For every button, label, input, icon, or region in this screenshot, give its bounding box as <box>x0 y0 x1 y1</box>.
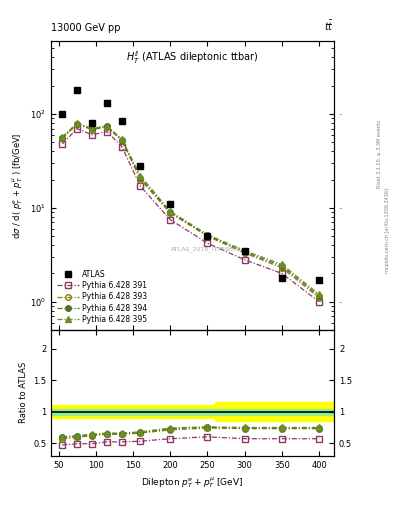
ATLAS <box>138 163 143 169</box>
Pythia 6.428 394 <box>138 175 143 181</box>
Pythia 6.428 391 <box>168 217 173 223</box>
Pythia 6.428 393 <box>168 210 173 216</box>
Pythia 6.428 391 <box>138 183 143 189</box>
Legend: ATLAS, Pythia 6.428 391, Pythia 6.428 393, Pythia 6.428 394, Pythia 6.428 395: ATLAS, Pythia 6.428 391, Pythia 6.428 39… <box>55 267 150 326</box>
Pythia 6.428 391 <box>105 129 109 135</box>
X-axis label: Dilepton $p_T^e + p_T^{\mu}$ [GeV]: Dilepton $p_T^e + p_T^{\mu}$ [GeV] <box>141 475 244 490</box>
Line: Pythia 6.428 394: Pythia 6.428 394 <box>59 121 322 299</box>
Y-axis label: d$\sigma$ / d( $p_T^{e}$ + $p_T^{\mu}$ ) [fb/GeV]: d$\sigma$ / d( $p_T^{e}$ + $p_T^{\mu}$ )… <box>10 132 25 239</box>
Pythia 6.428 394 <box>205 232 210 239</box>
Pythia 6.428 395 <box>168 208 173 215</box>
Pythia 6.428 395 <box>205 231 210 238</box>
Pythia 6.428 395 <box>105 123 109 129</box>
Pythia 6.428 395 <box>119 136 124 142</box>
Pythia 6.428 391 <box>279 270 284 276</box>
Pythia 6.428 395 <box>242 248 247 254</box>
Pythia 6.428 393 <box>242 250 247 256</box>
Text: 13000 GeV pp: 13000 GeV pp <box>51 23 121 33</box>
ATLAS <box>60 111 64 117</box>
Pythia 6.428 394 <box>317 293 321 299</box>
ATLAS <box>205 233 210 239</box>
Pythia 6.428 391 <box>90 132 94 138</box>
Text: $t\bar{t}$: $t\bar{t}$ <box>324 19 334 33</box>
Pythia 6.428 394 <box>168 209 173 215</box>
Pythia 6.428 394 <box>242 249 247 255</box>
Line: Pythia 6.428 391: Pythia 6.428 391 <box>59 126 322 305</box>
Pythia 6.428 395 <box>60 134 64 140</box>
ATLAS <box>90 120 94 126</box>
Pythia 6.428 393 <box>279 265 284 271</box>
Line: ATLAS: ATLAS <box>59 87 323 284</box>
Pythia 6.428 393 <box>119 138 124 144</box>
Pythia 6.428 393 <box>105 124 109 130</box>
Pythia 6.428 393 <box>60 135 64 141</box>
Line: Pythia 6.428 395: Pythia 6.428 395 <box>59 120 322 297</box>
Pythia 6.428 393 <box>138 177 143 183</box>
Pythia 6.428 394 <box>90 126 94 132</box>
Text: mcplots.cern.ch [arXiv:1306.3436]: mcplots.cern.ch [arXiv:1306.3436] <box>385 188 389 273</box>
Pythia 6.428 395 <box>279 261 284 267</box>
Pythia 6.428 395 <box>317 291 321 297</box>
ATLAS <box>75 87 79 93</box>
Pythia 6.428 395 <box>90 125 94 132</box>
ATLAS <box>119 118 124 124</box>
Pythia 6.428 393 <box>317 295 321 301</box>
Pythia 6.428 391 <box>119 143 124 150</box>
Pythia 6.428 394 <box>60 135 64 141</box>
Pythia 6.428 391 <box>75 125 79 132</box>
Pythia 6.428 394 <box>75 120 79 126</box>
Pythia 6.428 391 <box>205 240 210 246</box>
Line: Pythia 6.428 393: Pythia 6.428 393 <box>59 121 322 301</box>
Pythia 6.428 391 <box>60 141 64 147</box>
Pythia 6.428 394 <box>119 137 124 143</box>
ATLAS <box>105 100 109 106</box>
Pythia 6.428 393 <box>205 233 210 239</box>
Pythia 6.428 395 <box>75 120 79 126</box>
Pythia 6.428 394 <box>105 123 109 130</box>
Text: Rivet 3.1.10, ≥ 3.3M events: Rivet 3.1.10, ≥ 3.3M events <box>377 119 382 188</box>
Pythia 6.428 391 <box>242 257 247 263</box>
Pythia 6.428 395 <box>138 173 143 179</box>
ATLAS <box>168 201 173 207</box>
Y-axis label: Ratio to ATLAS: Ratio to ATLAS <box>18 362 28 423</box>
Pythia 6.428 393 <box>75 121 79 127</box>
ATLAS <box>279 275 284 281</box>
ATLAS <box>242 248 247 254</box>
Pythia 6.428 394 <box>279 263 284 269</box>
Text: $H_T^{ll}$ (ATLAS dileptonic ttbar): $H_T^{ll}$ (ATLAS dileptonic ttbar) <box>126 50 259 67</box>
Text: ATLAS_2019_I1759875: ATLAS_2019_I1759875 <box>171 246 242 252</box>
ATLAS <box>317 277 321 283</box>
Pythia 6.428 393 <box>90 126 94 133</box>
Pythia 6.428 391 <box>317 298 321 305</box>
